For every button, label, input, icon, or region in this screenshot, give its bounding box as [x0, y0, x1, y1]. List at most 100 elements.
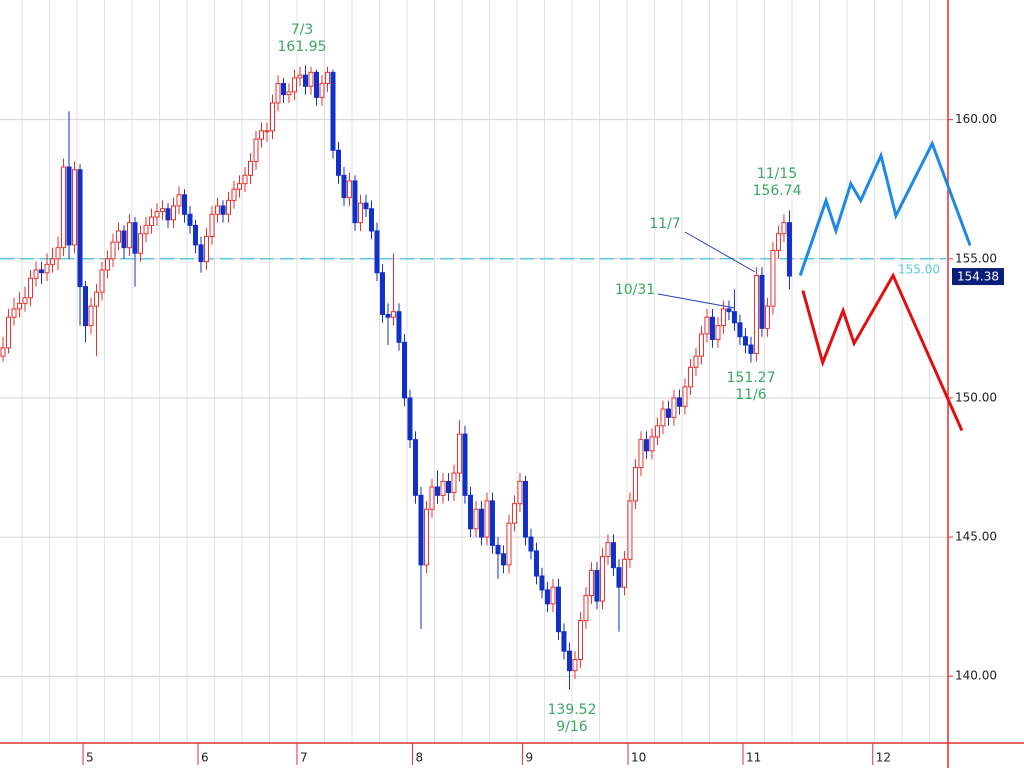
candle-body: [204, 236, 210, 263]
x-tick-label: 10: [631, 751, 646, 765]
annotation: 11/6: [735, 387, 767, 403]
candle-body: [66, 166, 72, 246]
candle-body: [127, 222, 133, 249]
candle-body: [390, 311, 396, 318]
candle-body: [577, 620, 583, 661]
candle-body: [374, 230, 380, 274]
annotation: 11/7: [649, 216, 680, 232]
candle-body: [671, 397, 677, 418]
last-price-box: [952, 268, 1004, 286]
x-tick-label: 7: [300, 751, 308, 765]
candle-body: [401, 341, 407, 399]
x-tick-label: 12: [876, 751, 891, 765]
candle-body: [638, 439, 644, 469]
candle-body: [434, 486, 440, 496]
candle-body: [726, 308, 732, 313]
candle-body: [220, 205, 226, 215]
candle-body: [215, 205, 221, 215]
candle-body: [555, 586, 561, 633]
candle-body: [368, 208, 374, 232]
x-tick-label: 6: [201, 751, 209, 765]
x-tick-label: 5: [86, 751, 94, 765]
candle-body: [660, 408, 666, 427]
candle-body: [539, 575, 545, 591]
candle-body: [302, 74, 308, 87]
candle-body: [566, 650, 572, 672]
candle-body: [698, 333, 704, 357]
candle-body: [687, 366, 693, 388]
annotation: 161.95: [278, 39, 327, 55]
candle-body: [286, 91, 292, 96]
candle-body: [55, 247, 61, 260]
candle-body: [28, 277, 34, 299]
candle-body: [731, 311, 737, 324]
candle-body: [478, 508, 484, 538]
candle-body: [456, 433, 462, 474]
annotation: 9/16: [556, 719, 588, 735]
candle-body: [775, 233, 781, 251]
candle-body: [88, 305, 94, 327]
candle-body: [352, 180, 358, 224]
candle-body: [44, 263, 50, 274]
candle-body: [495, 544, 501, 555]
candle-body: [605, 542, 611, 558]
candle-body: [357, 202, 363, 224]
candle-body: [346, 180, 352, 199]
candle-body: [561, 631, 567, 652]
leader-line: [684, 231, 756, 273]
candle-body: [533, 550, 539, 577]
forecast-line: [798, 139, 972, 276]
candle-body: [621, 558, 627, 588]
candle-body: [748, 344, 754, 354]
candle-body: [94, 291, 100, 307]
candle-body: [11, 308, 17, 318]
candle-body: [379, 272, 385, 315]
candle-body: [258, 130, 264, 140]
candle-body: [297, 74, 303, 79]
candle-body: [737, 322, 743, 338]
candle-body: [61, 166, 67, 249]
y-tick-label: 145.00: [955, 530, 997, 544]
candle-body: [105, 258, 111, 271]
candle-body: [280, 82, 286, 96]
candle-body: [33, 269, 39, 279]
candle-body: [291, 77, 297, 93]
candle-body: [341, 174, 347, 199]
candle-body: [116, 230, 122, 243]
candle-body: [330, 71, 336, 151]
candle-body: [429, 486, 435, 510]
candle-body: [489, 500, 495, 546]
candle-body: [522, 480, 528, 538]
candle-body: [445, 480, 451, 494]
candle-body: [786, 222, 792, 277]
annotation: 139.52: [548, 702, 597, 718]
candle-body: [550, 586, 556, 605]
candle-body: [138, 233, 144, 254]
annotation: 10/31: [615, 282, 655, 298]
candle-body: [253, 138, 259, 162]
candle-body: [132, 222, 138, 254]
candle-body: [231, 188, 237, 201]
candle-body: [264, 130, 270, 133]
candle-body: [385, 313, 391, 318]
candle-body: [643, 439, 649, 452]
candle-body: [704, 316, 710, 335]
y-tick-label: 140.00: [955, 669, 997, 683]
candle-body: [110, 241, 116, 260]
candle-body: [500, 553, 506, 566]
candle-body: [781, 222, 787, 235]
candle-body: [187, 213, 193, 226]
candle-body: [632, 467, 638, 502]
candle-body: [544, 589, 550, 605]
candle-body: [209, 213, 215, 238]
candle-body: [654, 425, 660, 438]
leader-line: [657, 293, 736, 309]
annotation: 7/3: [291, 22, 314, 38]
candle-body: [198, 244, 204, 263]
last-price-label: 154.38: [957, 270, 999, 284]
annotation: 11/15: [757, 166, 797, 182]
candle-body: [649, 436, 655, 452]
candle-body: [72, 169, 78, 246]
